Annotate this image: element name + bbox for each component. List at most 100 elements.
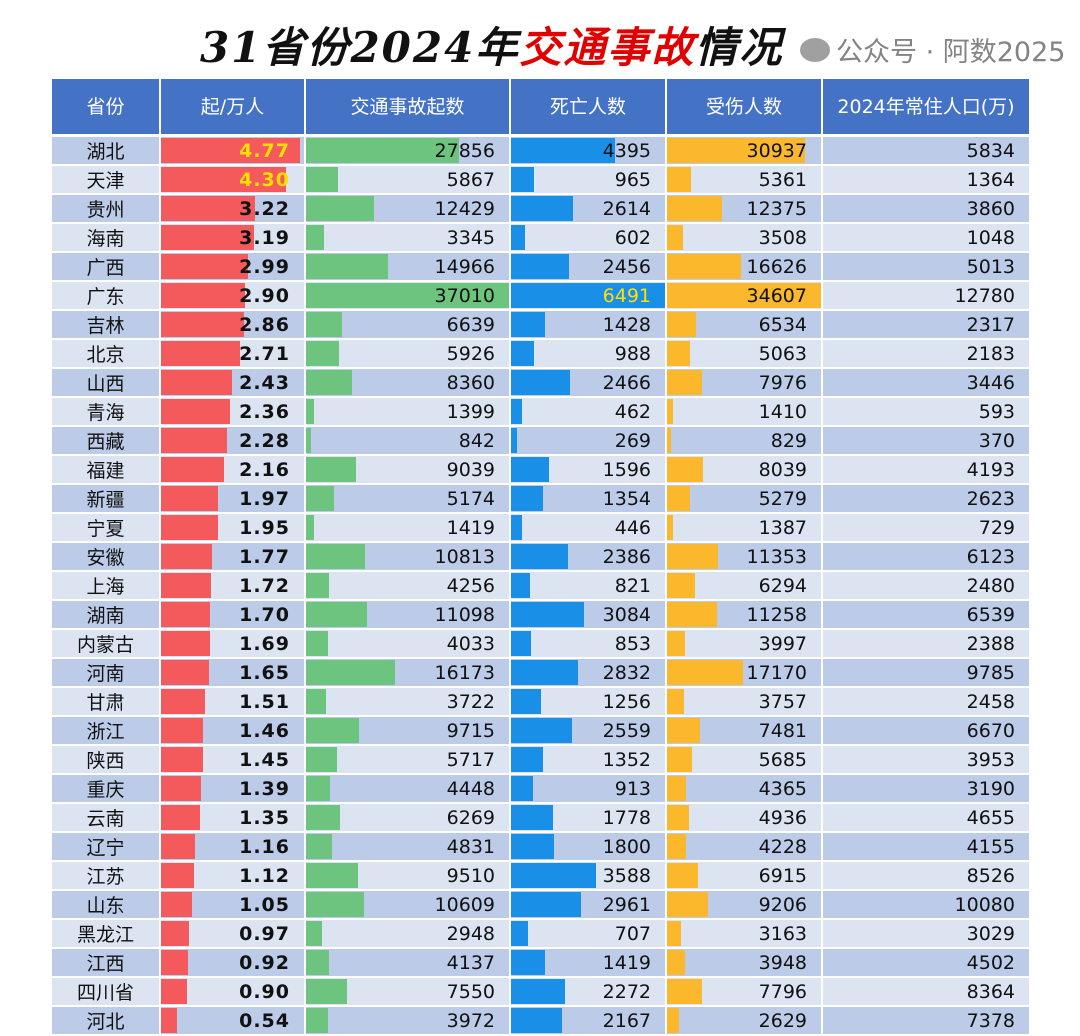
population-cell: 12780 xyxy=(822,281,1031,311)
population-cell: 7378 xyxy=(822,1006,1031,1036)
accidents-value: 9510 xyxy=(446,864,495,887)
accidents-value: 5717 xyxy=(446,748,495,771)
population-value: 5013 xyxy=(966,255,1015,278)
population-value: 370 xyxy=(978,429,1015,452)
deaths-bar xyxy=(511,515,522,540)
province-cell: 天津 xyxy=(52,165,161,195)
deaths-value: 1419 xyxy=(602,951,651,974)
rate-bar xyxy=(161,660,209,685)
deaths-value: 965 xyxy=(614,168,651,191)
injuries-value: 7976 xyxy=(758,371,807,394)
injuries-cell: 7481 xyxy=(666,716,823,746)
deaths-value: 1800 xyxy=(602,835,651,858)
population-cell: 5834 xyxy=(822,135,1031,166)
accidents-cell: 5867 xyxy=(305,165,511,195)
rate-bar xyxy=(161,689,205,714)
injuries-value: 3757 xyxy=(758,690,807,713)
injuries-bar xyxy=(667,428,671,453)
accidents-bar xyxy=(306,544,366,569)
rate-cell: 4.30 xyxy=(160,165,306,195)
rate-cell: 4.77 xyxy=(160,135,306,166)
rate-bar xyxy=(161,747,204,772)
injuries-value: 6534 xyxy=(758,313,807,336)
rate-bar xyxy=(161,196,255,221)
injuries-value: 1410 xyxy=(758,400,807,423)
table-row: 辽宁 1.16 4831 1800 4228 4155 xyxy=(52,832,1031,862)
deaths-cell: 1352 xyxy=(510,745,667,775)
rate-value: 1.45 xyxy=(239,748,290,771)
accidents-bar xyxy=(306,225,325,250)
province-cell: 上海 xyxy=(52,571,161,601)
accidents-value: 1399 xyxy=(446,400,495,423)
population-value: 2388 xyxy=(966,632,1015,655)
rate-bar xyxy=(161,863,194,888)
accidents-value: 16173 xyxy=(434,661,495,684)
table-row: 海南 3.19 3345 602 3508 1048 xyxy=(52,223,1031,253)
deaths-bar xyxy=(511,486,544,511)
injuries-cell: 7976 xyxy=(666,368,823,398)
accidents-cell: 8360 xyxy=(305,368,511,398)
province-cell: 西藏 xyxy=(52,426,161,456)
rate-value: 1.39 xyxy=(239,777,290,800)
deaths-cell: 3084 xyxy=(510,600,667,630)
rate-value: 4.30 xyxy=(239,168,290,191)
deaths-bar xyxy=(511,167,534,192)
rate-value: 1.51 xyxy=(239,690,290,713)
population-cell: 6539 xyxy=(822,600,1031,630)
table-row: 上海 1.72 4256 821 6294 2480 xyxy=(52,571,1031,601)
column-header: 受伤人数 xyxy=(666,79,823,137)
province-cell: 广东 xyxy=(52,281,161,311)
accidents-cell: 12429 xyxy=(305,194,511,224)
rate-bar xyxy=(161,341,240,366)
province-cell: 北京 xyxy=(52,339,161,369)
injuries-value: 5063 xyxy=(758,342,807,365)
deaths-cell: 462 xyxy=(510,397,667,427)
table-row: 四川省 0.90 7550 2272 7796 8364 xyxy=(52,977,1031,1007)
deaths-value: 913 xyxy=(614,777,651,800)
accidents-bar xyxy=(306,689,327,714)
injuries-bar xyxy=(667,515,674,540)
population-cell: 6670 xyxy=(822,716,1031,746)
population-cell: 1048 xyxy=(822,223,1031,253)
province-cell: 贵州 xyxy=(52,194,161,224)
table-row: 广东 2.90 37010 6491 34607 12780 xyxy=(52,281,1031,311)
province-cell: 辽宁 xyxy=(52,832,161,862)
population-cell: 10080 xyxy=(822,890,1031,920)
rate-value: 2.16 xyxy=(239,458,290,481)
deaths-cell: 1256 xyxy=(510,687,667,717)
deaths-bar xyxy=(511,283,665,308)
population-cell: 370 xyxy=(822,426,1031,456)
rate-bar xyxy=(161,805,201,830)
deaths-value: 853 xyxy=(614,632,651,655)
accidents-value: 4137 xyxy=(446,951,495,974)
injuries-cell: 6534 xyxy=(666,310,823,340)
deaths-value: 1596 xyxy=(602,458,651,481)
injuries-bar xyxy=(667,660,744,685)
accidents-bar xyxy=(306,399,314,424)
injuries-value: 3997 xyxy=(758,632,807,655)
deaths-cell: 2456 xyxy=(510,252,667,282)
accidents-value: 10609 xyxy=(434,893,495,916)
population-cell: 593 xyxy=(822,397,1031,427)
deaths-value: 2832 xyxy=(602,661,651,684)
accidents-bar xyxy=(306,602,367,627)
rate-cell: 2.16 xyxy=(160,455,306,485)
injuries-cell: 11258 xyxy=(666,600,823,630)
deaths-cell: 2466 xyxy=(510,368,667,398)
rate-value: 3.19 xyxy=(239,226,290,249)
accidents-value: 842 xyxy=(458,429,495,452)
table-row: 安徽 1.77 10813 2386 11353 6123 xyxy=(52,542,1031,572)
table-row: 河北 0.54 3972 2167 2629 7378 xyxy=(52,1006,1031,1036)
accidents-value: 4256 xyxy=(446,574,495,597)
province-cell: 四川省 xyxy=(52,977,161,1007)
province-cell: 重庆 xyxy=(52,774,161,804)
injuries-bar xyxy=(667,747,693,772)
province-cell: 新疆 xyxy=(52,484,161,514)
injuries-cell: 8039 xyxy=(666,455,823,485)
population-cell: 4193 xyxy=(822,455,1031,485)
injuries-cell: 4365 xyxy=(666,774,823,804)
accidents-bar xyxy=(306,515,314,540)
population-value: 3953 xyxy=(966,748,1015,771)
accidents-value: 9039 xyxy=(446,458,495,481)
deaths-value: 2456 xyxy=(602,255,651,278)
